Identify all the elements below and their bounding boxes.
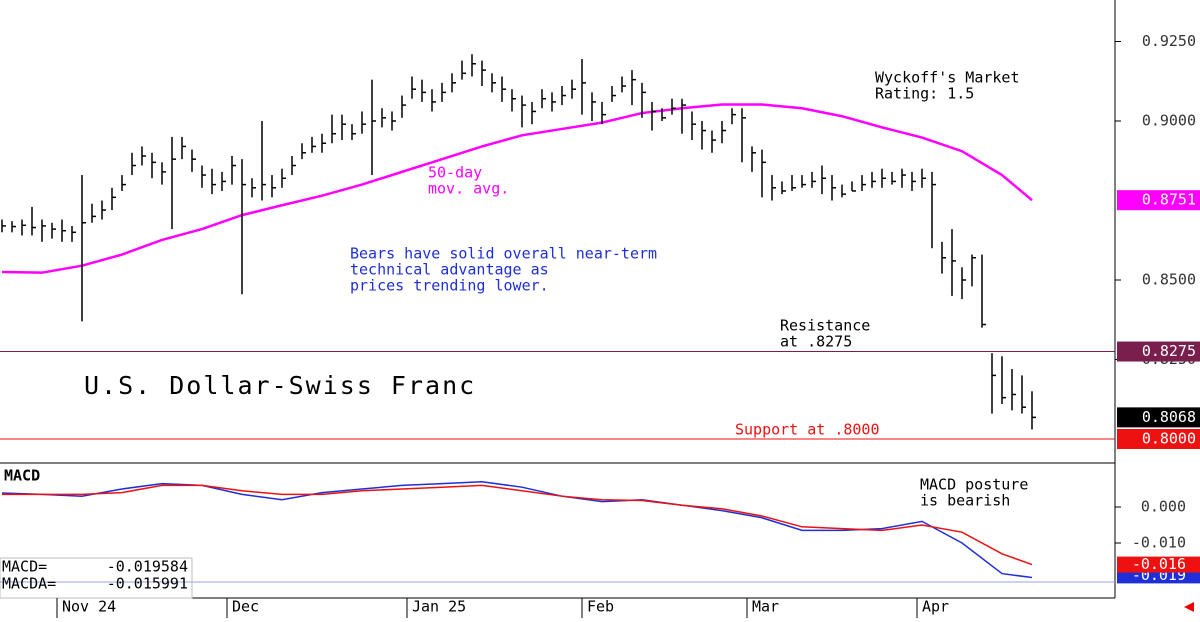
ma-label: 50-day	[428, 164, 482, 182]
macd-title: MACD	[4, 467, 40, 485]
x-tick-label: Apr	[922, 598, 949, 616]
ma-label: mov. avg.	[428, 180, 509, 198]
y-tick-label: 0.9000	[1142, 111, 1196, 129]
macd-note: MACD posture	[920, 476, 1028, 494]
price-marker-label: 0.8275	[1142, 342, 1196, 360]
y-tick-label: 0.8500	[1142, 270, 1196, 288]
y-tick-label: 0.9250	[1142, 32, 1196, 50]
x-tick-label: Nov 24	[62, 598, 116, 616]
x-tick-label: Dec	[232, 598, 259, 616]
price-marker	[1117, 190, 1200, 211]
readout-value: -0.015991	[107, 575, 188, 593]
price-marker-label: 0.8000	[1142, 429, 1196, 447]
readout-name: MACD=	[2, 558, 47, 576]
macd-line	[2, 484, 1033, 566]
wyckoff-note: Rating: 1.5	[875, 85, 974, 103]
chart-title: U.S. Dollar-Swiss Franc	[84, 371, 476, 400]
macd-marker-label: -0.016	[1132, 555, 1186, 573]
price-marker	[1117, 341, 1200, 362]
readout-value: -0.019584	[107, 558, 188, 576]
y-tick-label: 0.000	[1141, 497, 1186, 515]
price-marker-label: 0.8751	[1142, 191, 1196, 209]
price-marker	[1117, 407, 1200, 428]
readout-name: MACDA=	[2, 575, 56, 593]
scroll-arrow[interactable]	[1184, 602, 1194, 612]
y-tick-label: -0.010	[1132, 533, 1186, 551]
bears-note: prices trending lower.	[350, 277, 549, 295]
wyckoff-note: Wyckoff's Market	[875, 69, 1020, 87]
x-tick-label: Mar	[752, 598, 779, 616]
x-tick-label: Jan 25	[412, 598, 466, 616]
macd-note: is bearish	[920, 492, 1010, 510]
resistance-note: Resistance	[780, 317, 870, 335]
price-marker	[1117, 428, 1200, 449]
x-tick-label: Feb	[587, 598, 614, 616]
price-marker-label: 0.8068	[1142, 408, 1196, 426]
bears-note: Bears have solid overall near-term	[350, 245, 657, 263]
readout-box	[0, 557, 193, 599]
support-note: Support at .8000	[735, 421, 880, 439]
moving-average	[1, 103, 1033, 274]
resistance-note: at .8275	[780, 333, 852, 351]
macd-marker	[1117, 556, 1200, 573]
bears-note: technical advantage as	[350, 261, 549, 279]
